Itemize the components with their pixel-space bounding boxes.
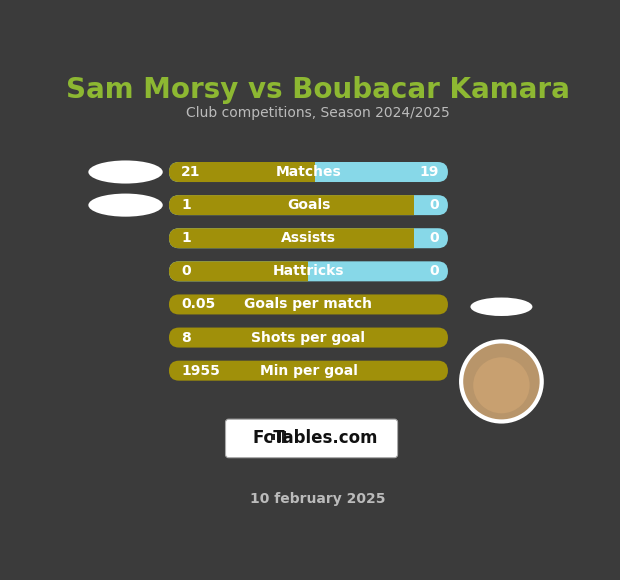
Text: Sam Morsy vs Boubacar Kamara: Sam Morsy vs Boubacar Kamara [66, 77, 570, 104]
Text: 1: 1 [182, 198, 191, 212]
FancyBboxPatch shape [169, 162, 448, 182]
FancyBboxPatch shape [169, 228, 448, 248]
Text: Assists: Assists [281, 231, 336, 245]
FancyBboxPatch shape [226, 419, 397, 458]
FancyBboxPatch shape [169, 262, 448, 281]
Circle shape [461, 342, 542, 422]
FancyBboxPatch shape [169, 295, 448, 314]
Text: 0: 0 [429, 264, 439, 278]
Text: Hattricks: Hattricks [273, 264, 344, 278]
Text: Club competitions, Season 2024/2025: Club competitions, Season 2024/2025 [186, 106, 450, 119]
FancyBboxPatch shape [282, 431, 286, 443]
FancyBboxPatch shape [272, 434, 275, 440]
Text: Shots per goal: Shots per goal [252, 331, 365, 345]
FancyBboxPatch shape [169, 228, 448, 248]
Text: 19: 19 [419, 165, 439, 179]
Text: Min per goal: Min per goal [260, 364, 357, 378]
FancyBboxPatch shape [169, 328, 448, 347]
FancyBboxPatch shape [169, 262, 448, 281]
Text: Goals per match: Goals per match [244, 298, 373, 311]
Ellipse shape [89, 161, 162, 183]
Text: 0.05: 0.05 [182, 298, 216, 311]
Text: 8: 8 [182, 331, 191, 345]
Text: Matches: Matches [275, 165, 342, 179]
FancyBboxPatch shape [169, 195, 448, 215]
Text: 21: 21 [182, 165, 201, 179]
Text: 1955: 1955 [182, 364, 220, 378]
FancyBboxPatch shape [169, 361, 448, 380]
FancyBboxPatch shape [169, 162, 448, 182]
Text: 1: 1 [182, 231, 191, 245]
Ellipse shape [471, 298, 533, 316]
Text: Goals: Goals [287, 198, 330, 212]
Text: 0: 0 [429, 231, 439, 245]
FancyBboxPatch shape [277, 432, 280, 441]
Text: 0: 0 [429, 198, 439, 212]
FancyBboxPatch shape [169, 195, 448, 215]
Text: 10 february 2025: 10 february 2025 [250, 492, 386, 506]
Text: 0: 0 [182, 264, 191, 278]
Circle shape [473, 357, 529, 414]
Text: FcTables.com: FcTables.com [253, 429, 378, 447]
Ellipse shape [89, 194, 162, 217]
